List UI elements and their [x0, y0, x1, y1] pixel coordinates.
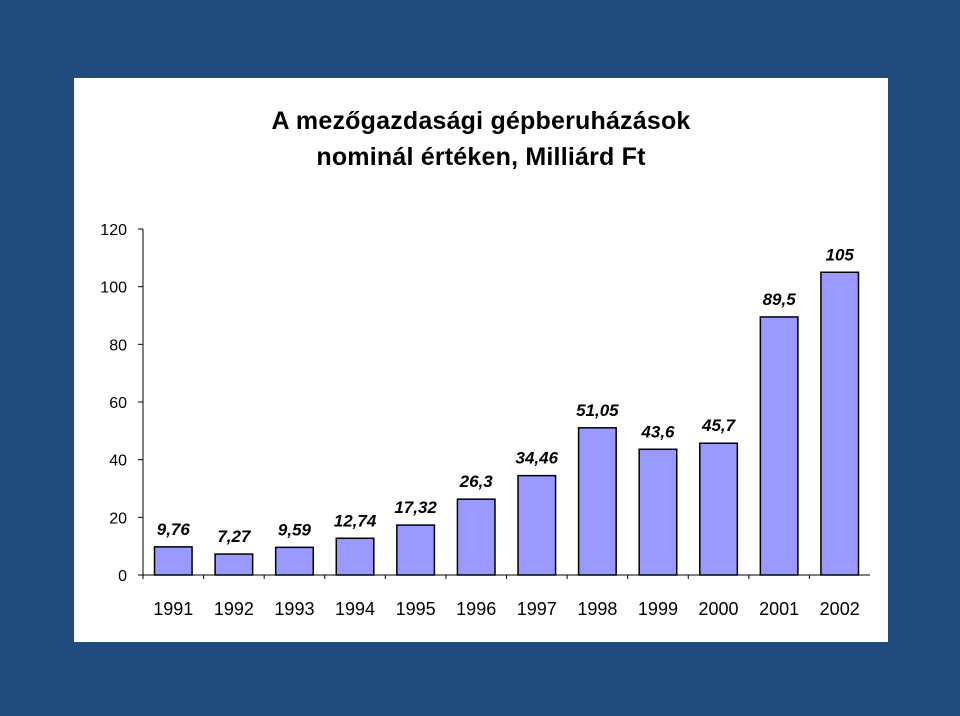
- chart-title: A mezőgazdasági gépberuházások nominál é…: [74, 103, 888, 175]
- bar-1991: [153, 546, 193, 576]
- data-label-2000: 45,7: [701, 416, 737, 435]
- data-label-1997: 34,46: [516, 449, 559, 468]
- x-tick-label-1993: 1993: [274, 599, 314, 619]
- y-tick-label: 100: [100, 280, 127, 297]
- bar-1998: [577, 427, 617, 576]
- x-tick-label-1999: 1999: [638, 599, 678, 619]
- y-tick-label: 40: [109, 453, 127, 470]
- bar-1993: [274, 546, 314, 576]
- bar-2001: [759, 316, 799, 576]
- y-tick-label: 20: [109, 510, 127, 527]
- y-tick-label: 0: [118, 568, 127, 585]
- chart-title-line-2: nominál értéken, Milliárd Ft: [316, 143, 646, 171]
- y-tick-label: 120: [100, 222, 127, 239]
- data-label-1996: 26,3: [459, 472, 494, 491]
- chart-title-line-1: A mezőgazdasági gépberuházások: [271, 107, 691, 135]
- data-label-1993: 9,59: [278, 520, 312, 539]
- data-label-2001: 89,5: [763, 290, 797, 309]
- data-label-1995: 17,32: [394, 498, 437, 517]
- bar-1997: [517, 474, 557, 576]
- x-tick-label-1992: 1992: [214, 599, 254, 619]
- x-tick-label-1994: 1994: [335, 599, 375, 619]
- x-tick-label-1995: 1995: [396, 599, 436, 619]
- x-tick-label-2001: 2001: [759, 599, 799, 619]
- bar-1994: [335, 537, 375, 576]
- data-label-1994: 12,74: [334, 511, 377, 530]
- data-label-1999: 43,6: [640, 422, 675, 441]
- bar-1996: [456, 498, 496, 576]
- x-tick-label-1998: 1998: [577, 599, 617, 619]
- x-tick-label-1991: 1991: [153, 599, 193, 619]
- x-tick-label-2000: 2000: [699, 599, 739, 619]
- bar-1995: [396, 524, 436, 576]
- x-tick-label-1997: 1997: [517, 599, 557, 619]
- y-tick-label: 60: [109, 395, 127, 412]
- bar-1999: [638, 448, 678, 576]
- y-tick-label: 80: [109, 337, 127, 354]
- bar-1992: [214, 553, 254, 576]
- data-label-2002: 105: [826, 245, 855, 264]
- data-label-1992: 7,27: [217, 527, 252, 546]
- x-tick-label-1996: 1996: [456, 599, 496, 619]
- data-label-1998: 51,05: [576, 401, 619, 420]
- x-tick-label-2002: 2002: [820, 599, 860, 619]
- data-label-1991: 9,76: [157, 520, 191, 539]
- bar-2002: [820, 271, 860, 576]
- bar-2000: [699, 442, 739, 576]
